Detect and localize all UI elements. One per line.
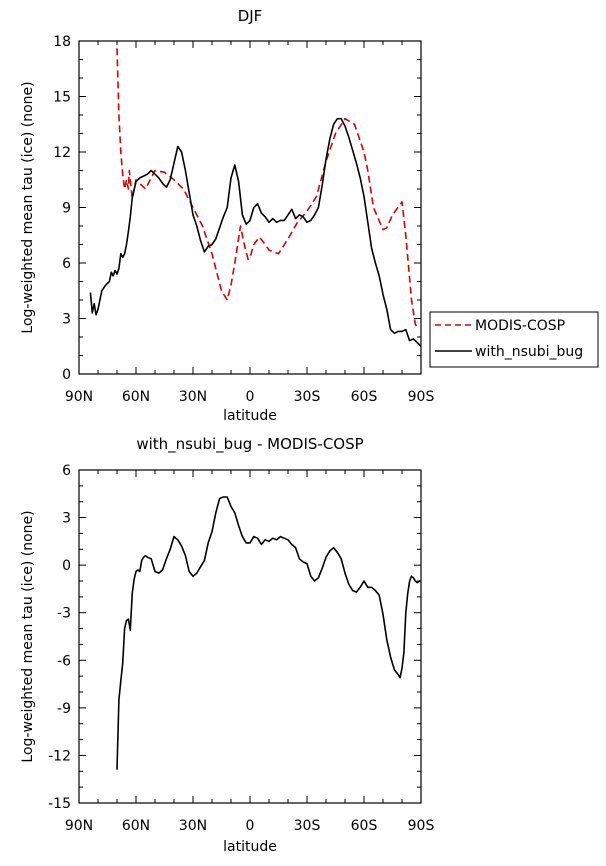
top-y-tick-label: 15: [53, 90, 71, 106]
bottom-x-tick-label: 30S: [294, 818, 321, 834]
top-y-tick-label: 6: [62, 256, 71, 272]
top-x-tick-label: 60S: [351, 389, 378, 405]
top-x-tick-label: 0: [246, 389, 255, 405]
top-x-axis-label: latitude: [223, 408, 277, 424]
bottom-y-tick-label: -6: [57, 653, 71, 669]
legend-label-modis-cosp: MODIS-COSP: [475, 318, 565, 334]
bottom-ticks: 90N 60N 30N 0 30S 60S 90S -15 -12 -9 -6 -3 0 3 6: [48, 463, 434, 834]
top-plot-frame: [78, 40, 422, 375]
bottom-y-tick-label: 0: [62, 558, 71, 574]
top-x-tick-label: 30S: [294, 389, 321, 405]
bottom-y-tick-label: -9: [57, 701, 71, 717]
bottom-y-tick-label: 6: [62, 463, 71, 479]
bottom-y-tick-label: -12: [48, 748, 71, 764]
top-y-tick-label: 3: [62, 312, 71, 328]
top-x-tick-label: 30N: [179, 389, 207, 405]
top-y-axis-label: Log-weighted mean tau (ice) (none): [20, 81, 36, 333]
bottom-y-tick-label: 3: [62, 511, 71, 527]
bottom-x-tick-label: 60S: [351, 818, 378, 834]
top-x-tick-label: 90N: [65, 389, 93, 405]
bottom-plot-frame: [78, 469, 422, 804]
bottom-x-axis-label: latitude: [223, 839, 277, 855]
bottom-series-with-nsubi-bug-modis-cosp: [116, 496, 421, 770]
top-ticks: 90N 60N 30N 0 30S 60S 90S 0 3 6 9 12 15 18: [53, 34, 434, 405]
top-y-tick-label: 18: [53, 34, 71, 50]
top-title: DJF: [238, 7, 263, 25]
bottom-x-tick-label: 0: [246, 818, 255, 834]
top-series-modis-cosp: [116, 48, 418, 329]
top-y-tick-label: 9: [62, 201, 71, 217]
legend-label-with-nsubi-bug: with_nsubi_bug: [475, 344, 583, 360]
panel-bottom: 90N 60N 30N 0 30S 60S 90S -15 -12 -9 -6 -3 0 3 6 with_…: [20, 435, 434, 855]
bottom-y-axis-label: Log-weighted mean tau (ice) (none): [20, 510, 36, 762]
legend-box: [429, 311, 599, 368]
top-legend: MODIS-COSP with_nsubi_bug: [429, 311, 599, 368]
top-series-group: [89, 48, 422, 347]
top-y-tick-label: 0: [62, 367, 71, 383]
bottom-x-tick-label: 90N: [65, 818, 93, 834]
top-x-tick-label: 60N: [122, 389, 150, 405]
top-x-tick-label: 90S: [408, 389, 435, 405]
bottom-x-tick-label: 90S: [408, 818, 435, 834]
top-series-with-nsubi-bug: [89, 117, 422, 347]
bottom-series-group: [116, 496, 421, 770]
bottom-x-tick-label: 60N: [122, 818, 150, 834]
bottom-x-tick-label: 30N: [179, 818, 207, 834]
bottom-title: with_nsubi_bug - MODIS-COSP: [136, 435, 363, 454]
bottom-y-tick-label: -15: [48, 796, 71, 812]
bottom-y-tick-label: -3: [57, 606, 71, 622]
panel-top: 90N 60N 30N 0 30S 60S 90S 0 3 6 9 12 15 18 DJF latitu…: [20, 7, 599, 424]
top-y-tick-label: 12: [53, 145, 71, 161]
